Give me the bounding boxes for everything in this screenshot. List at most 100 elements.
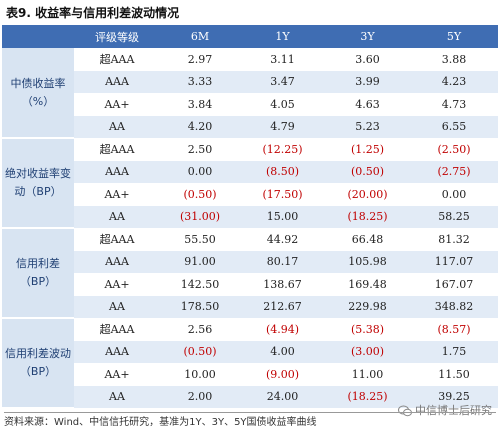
value-cell: 4.23 [410,70,498,93]
value-cell: 3.99 [325,70,410,93]
grade-cell: AAA [74,70,160,93]
header-3y: 3Y [325,25,410,48]
header-1y: 1Y [240,25,325,48]
value-cell: 169.48 [348,277,387,291]
value-cell: (0.50) [183,187,217,201]
table-row: AA 178.50 212.67 229.98 348.82 [2,295,498,318]
grade-cell: 超AAA [99,53,135,67]
watermark-text: 中信博士后研究 [415,404,492,417]
grade-cell: AAA [74,340,160,363]
value-cell: 4.63 [355,97,380,111]
grade-cell: AA [74,115,160,138]
header-row: 评级等级 6M 1Y 3Y 5Y [2,25,498,48]
value-cell: 3.11 [270,52,295,66]
value-cell: 4.20 [160,115,240,138]
value-cell: (18.25) [325,205,410,228]
value-cell: (4.94) [265,322,300,336]
value-cell: 142.50 [180,277,220,291]
grade-cell: 超AAA [99,323,135,337]
value-cell: 2.56 [187,322,213,336]
table-row: 中债收益率（%） 超AAA 2.97 3.11 3.60 3.88 [2,48,498,139]
table-row: 信用利差波动（BP） 超AAA 2.56 (4.94) (5.38) (8.57) [2,318,498,409]
value-cell: 2.50 [187,142,213,156]
value-cell: 39.25 [410,385,498,408]
category-cell: 信用利差波动（BP） [2,318,74,409]
table-row: AA 2.00 24.00 (18.25) 39.25 [2,385,498,408]
value-cell: 178.50 [160,295,240,318]
value-cell: (3.00) [325,340,410,363]
value-cell: 44.92 [266,232,299,246]
category-cell: 信用利差（BP） [2,228,74,319]
value-cell: 10.00 [184,367,216,381]
table-row: AAA 0.00 (8.50) (0.50) (2.75) [2,160,498,183]
value-cell: 11.50 [438,367,470,381]
value-cell: 167.07 [434,277,474,291]
table-row: 信用利差（BP） 超AAA 55.50 44.92 66.48 81.32 [2,228,498,319]
value-cell: 66.48 [351,232,384,246]
grade-cell: AA [74,385,160,408]
grade-cell: AA+ [104,97,130,111]
value-cell: 5.23 [325,115,410,138]
value-cell: 3.47 [240,70,325,93]
value-cell: (17.50) [262,187,303,201]
header-grade: 评级等级 [74,25,160,48]
value-cell: 138.67 [263,277,302,291]
value-cell: (0.50) [160,340,240,363]
value-cell: 0.00 [160,160,240,183]
value-cell: (2.75) [410,160,498,183]
value-cell: (5.38) [350,322,385,336]
value-cell: 0.00 [441,187,467,201]
value-cell: 4.05 [270,97,295,111]
value-cell: 15.00 [240,205,325,228]
table-row: AAA (0.50) 4.00 (3.00) 1.75 [2,340,498,363]
value-cell: (9.00) [265,367,300,381]
grade-cell: 超AAA [99,233,135,247]
value-cell: (2.50) [437,142,471,156]
value-cell: 1.75 [410,340,498,363]
grade-cell: AAA [74,250,160,273]
header-blank [2,25,74,48]
value-cell: 4.79 [240,115,325,138]
grade-cell: AAA [74,160,160,183]
value-cell: (12.25) [262,142,303,156]
grade-cell: AA [74,295,160,318]
value-cell: 3.60 [355,52,380,66]
value-cell: 229.98 [325,295,410,318]
value-cell: 58.25 [410,205,498,228]
value-cell: 2.00 [160,385,240,408]
value-cell: 3.84 [187,97,213,111]
value-cell: 212.67 [240,295,325,318]
value-cell: 55.50 [184,232,216,246]
category-cell: 中债收益率（%） [2,48,74,139]
value-cell: (18.25) [325,385,410,408]
table-row: AA+ 10.00 (9.00) 11.00 11.50 [2,363,498,386]
value-cell: 4.73 [441,97,467,111]
value-cell: 80.17 [240,250,325,273]
table-row: AA (31.00) 15.00 (18.25) 58.25 [2,205,498,228]
value-cell: (1.25) [350,142,385,156]
value-cell: 24.00 [240,385,325,408]
value-cell: 3.33 [160,70,240,93]
value-cell: (20.00) [347,187,388,201]
table-row: AA+ 3.84 4.05 4.63 4.73 [2,93,498,116]
grade-cell: AA+ [104,187,130,201]
value-cell: 81.32 [438,232,470,246]
value-cell: 4.00 [240,340,325,363]
table-body: 中债收益率（%） 超AAA 2.97 3.11 3.60 3.88 AAA 3.33 3.47 3… [2,48,498,409]
category-cell: 绝对收益率变动（BP） [2,138,74,229]
value-cell: (8.57) [437,322,471,336]
header-6m: 6M [160,25,240,48]
header-5y: 5Y [410,25,498,48]
value-cell: 348.82 [410,295,498,318]
table-row: AAA 3.33 3.47 3.99 4.23 [2,70,498,93]
value-cell: 91.00 [160,250,240,273]
grade-cell: AA+ [104,277,130,291]
table-row: AA+ 142.50 138.67 169.48 167.07 [2,273,498,296]
value-cell: (8.50) [240,160,325,183]
table-title: 表9. 收益率与信用利差波动情况 [6,6,180,20]
value-cell: 117.07 [410,250,498,273]
value-cell: 2.97 [187,52,213,66]
table-row: 绝对收益率变动（BP） 超AAA 2.50 (12.25) (1.25) (2.50) [2,138,498,229]
table-row: AAA 91.00 80.17 105.98 117.07 [2,250,498,273]
value-cell: (0.50) [325,160,410,183]
